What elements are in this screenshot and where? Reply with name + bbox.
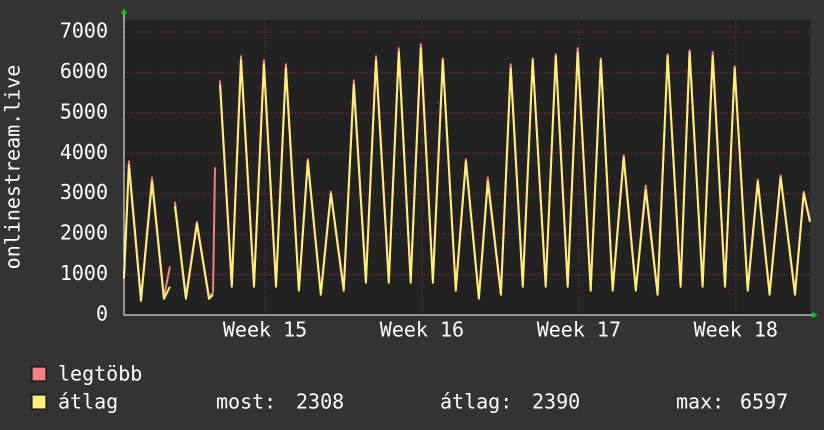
- stat-value: 6597: [740, 390, 788, 414]
- y-tick-label: 0: [96, 302, 108, 326]
- y-tick-label: 7000: [60, 19, 108, 43]
- lines: [123, 43, 811, 302]
- stat-label: átlag:: [440, 390, 512, 414]
- y-tick-label: 2000: [60, 221, 108, 245]
- y-tick-label: 5000: [60, 99, 108, 123]
- stat-value: 2390: [532, 390, 580, 414]
- legend-label: legtöbb: [58, 362, 142, 386]
- series-line: [123, 47, 811, 302]
- x-tick-label: Week 15: [223, 318, 307, 342]
- stat-label: most:: [216, 390, 276, 414]
- y-tick-label: 3000: [60, 180, 108, 204]
- legend-swatch: [31, 366, 47, 382]
- y-axis-label: onlinestream.live: [1, 65, 25, 270]
- y-axis-arrow: [121, 8, 127, 14]
- x-axis-arrow: [812, 312, 818, 318]
- x-tick-label: Week 18: [694, 318, 778, 342]
- stat-value: 2308: [296, 390, 344, 414]
- stat-label: max:: [676, 390, 724, 414]
- y-tick-label: 1000: [60, 261, 108, 285]
- x-tick-label: Week 17: [537, 318, 621, 342]
- legend-swatch: [31, 394, 47, 410]
- y-tick-label: 4000: [60, 140, 108, 164]
- legend-label: átlag: [58, 390, 118, 414]
- x-tick-label: Week 16: [380, 318, 464, 342]
- y-tick-label: 6000: [60, 59, 108, 83]
